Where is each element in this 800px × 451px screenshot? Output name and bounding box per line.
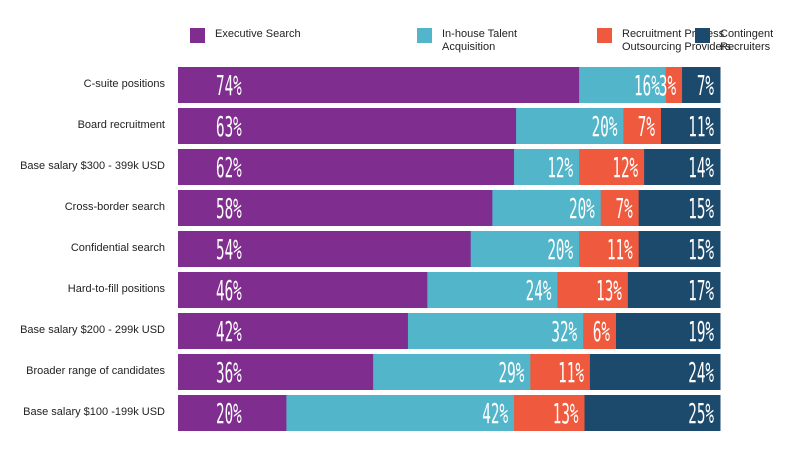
data-label: 62% bbox=[216, 153, 242, 184]
bar-segment bbox=[627, 272, 721, 308]
category-label: Board recruitment bbox=[77, 119, 165, 131]
bar-segment bbox=[557, 272, 629, 308]
data-label: 25% bbox=[688, 399, 714, 430]
data-label: 54% bbox=[216, 235, 242, 266]
bar-segment bbox=[407, 313, 584, 349]
bar-segment bbox=[492, 190, 602, 226]
bar-segment bbox=[644, 149, 721, 185]
data-label: 74% bbox=[216, 71, 242, 102]
bar-segment bbox=[615, 313, 721, 349]
bar-segment bbox=[373, 354, 531, 390]
bar-segment bbox=[178, 190, 493, 226]
bar-segment bbox=[470, 231, 580, 267]
data-label: 24% bbox=[688, 358, 714, 389]
bar-segment bbox=[579, 149, 645, 185]
category-label: Base salary $300 - 399k USD bbox=[20, 160, 165, 172]
bar-segment bbox=[623, 108, 662, 144]
legend-item: In-house Talent Acquisition bbox=[417, 28, 537, 54]
data-label: 12% bbox=[547, 153, 573, 184]
data-label: 42% bbox=[216, 317, 242, 348]
data-label: 16% bbox=[634, 71, 660, 102]
data-label: 14% bbox=[688, 153, 714, 184]
bar-segment bbox=[579, 67, 667, 103]
data-label: 36% bbox=[216, 358, 242, 389]
bar-segment bbox=[178, 108, 517, 144]
data-label: 58% bbox=[216, 194, 242, 225]
bar-segment bbox=[178, 313, 409, 349]
bar-segment bbox=[600, 190, 640, 226]
category-label: Broader range of candidates bbox=[26, 365, 165, 377]
legend-label: Contingent Recruiters bbox=[720, 28, 774, 53]
data-label: 20% bbox=[216, 399, 242, 430]
data-label: 15% bbox=[688, 235, 714, 266]
bar-segment bbox=[638, 190, 721, 226]
bar-segment bbox=[665, 67, 683, 103]
bar-segment bbox=[660, 108, 721, 144]
data-label: 7% bbox=[638, 112, 655, 143]
category-label: C-suite positions bbox=[83, 78, 165, 90]
data-label: 29% bbox=[499, 358, 525, 389]
category-label: Cross-border search bbox=[64, 201, 165, 213]
bar-segment bbox=[178, 149, 515, 185]
data-label: 63% bbox=[216, 112, 242, 143]
bar-segment bbox=[178, 354, 374, 390]
data-label: 20% bbox=[547, 235, 573, 266]
data-label: 11% bbox=[558, 358, 584, 389]
legend-item: Executive Search bbox=[190, 28, 301, 43]
bar-segment bbox=[178, 272, 428, 308]
data-label: 11% bbox=[688, 112, 714, 143]
category-label: Hard-to-fill positions bbox=[67, 283, 165, 295]
bar-segment bbox=[286, 395, 515, 431]
data-label: 24% bbox=[526, 276, 552, 307]
data-label: 6% bbox=[593, 317, 610, 348]
category-label: Base salary $200 - 299k USD bbox=[20, 324, 165, 336]
data-label: 3% bbox=[659, 71, 676, 102]
data-label: 13% bbox=[596, 276, 622, 307]
data-label: 32% bbox=[551, 317, 577, 348]
data-label: 7% bbox=[697, 71, 714, 102]
data-label: 13% bbox=[553, 399, 579, 430]
data-label: 19% bbox=[688, 317, 714, 348]
bar-segment bbox=[682, 67, 721, 103]
data-label: 42% bbox=[482, 399, 508, 430]
legend-swatch bbox=[190, 28, 205, 43]
data-label: 46% bbox=[216, 276, 242, 307]
bar-segment bbox=[427, 272, 558, 308]
bar-segment bbox=[514, 149, 580, 185]
legend-label: In-house Talent Acquisition bbox=[442, 28, 518, 53]
bar-segment bbox=[178, 231, 472, 267]
bar-segment bbox=[584, 395, 721, 431]
bar-segment bbox=[516, 108, 624, 144]
legend-swatch bbox=[695, 28, 710, 43]
category-label: Confidential search bbox=[70, 242, 165, 254]
bar-segment bbox=[514, 395, 585, 431]
legend-swatch bbox=[417, 28, 432, 43]
bar-segment bbox=[579, 231, 640, 267]
data-label: 11% bbox=[607, 235, 633, 266]
data-label: 17% bbox=[688, 276, 714, 307]
legend-swatch bbox=[597, 28, 612, 43]
bar-segment bbox=[530, 354, 591, 390]
data-label: 15% bbox=[688, 194, 714, 225]
data-label: 20% bbox=[569, 194, 595, 225]
bar-segment bbox=[178, 395, 287, 431]
bar-segment bbox=[589, 354, 721, 390]
data-label: 7% bbox=[616, 194, 633, 225]
data-label: 20% bbox=[592, 112, 618, 143]
legend-item: Contingent Recruiters bbox=[695, 28, 780, 54]
bar-segment bbox=[583, 313, 617, 349]
legend-label: Executive Search bbox=[215, 28, 301, 40]
bar-segment bbox=[638, 231, 721, 267]
data-label: 12% bbox=[612, 153, 638, 184]
bar-segment bbox=[178, 67, 580, 103]
category-label: Base salary $100 -199k USD bbox=[23, 406, 165, 418]
